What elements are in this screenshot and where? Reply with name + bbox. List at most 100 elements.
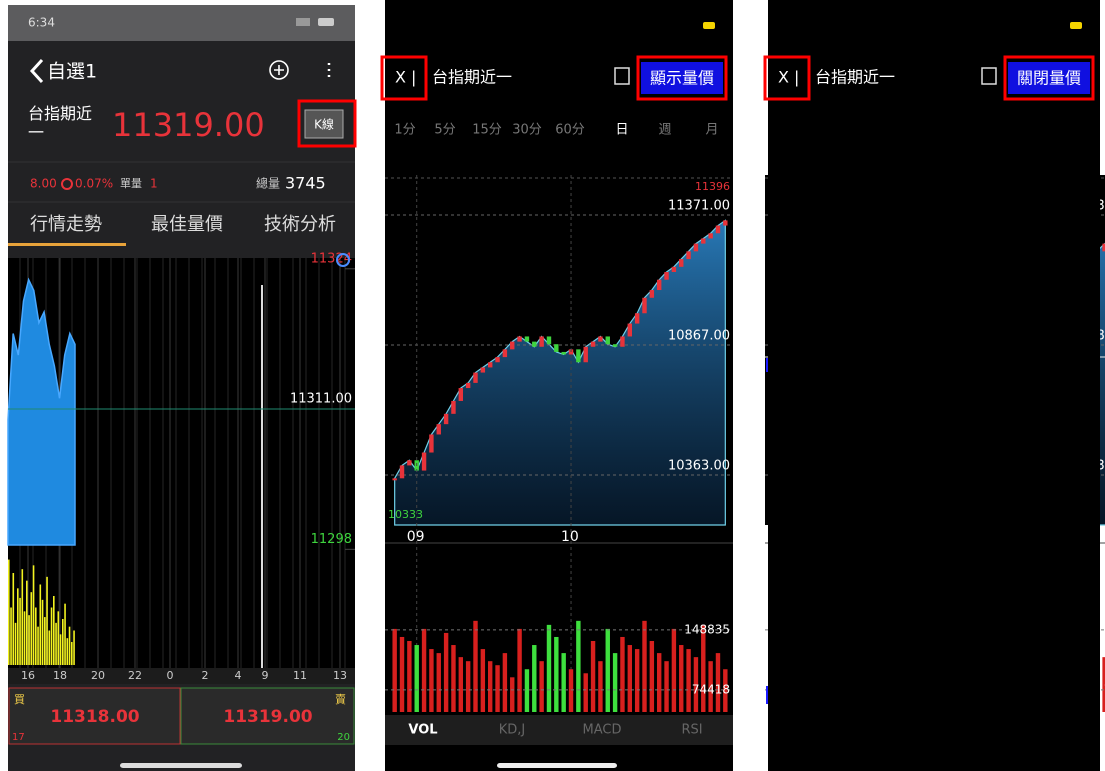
volume-bar [66,638,69,665]
battery-icon [703,22,715,29]
volume-bar [502,653,508,712]
highlight-box [763,55,811,101]
tab[interactable]: 最佳量價 [151,214,223,235]
highlight-box [1003,55,1095,101]
volume-bar [37,626,39,665]
volume-bar [32,565,35,665]
period-tab[interactable]: 1分 [394,123,415,138]
kline-button-label[interactable]: K線 [314,117,334,132]
candle-body [701,238,706,244]
volume-bar [53,596,55,665]
period-tab[interactable]: 15分 [472,123,502,138]
y-tick-label: 10867.00 [668,328,730,343]
x-tick-label: 16 [21,669,35,682]
candle-body [627,323,633,337]
volume-bar [583,673,588,712]
x-tick-label: 18 [53,669,67,682]
candle-body [649,290,655,298]
volume-bar [44,617,46,665]
highlight-box [636,55,728,101]
indicator-tab[interactable]: VOL [408,723,437,738]
candle-body [605,336,610,345]
period-tab[interactable]: 5分 [434,123,455,138]
tick-volume-label: 單量 [120,177,142,190]
home-indicator [120,763,242,768]
volume-tick-label: 148835 [1096,622,1105,636]
tab[interactable]: 行情走勢 [30,214,102,235]
candle-body [546,336,552,345]
period-tab[interactable]: 30分 [512,123,542,138]
candle-body [465,382,471,389]
bid-box[interactable] [8,687,181,745]
candle-body [495,357,500,363]
candle-body [634,313,640,324]
toggle-button[interactable] [641,62,723,94]
signal-icon [296,18,310,26]
volume-bar [19,597,21,665]
volume-bar [62,619,64,665]
close-button[interactable]: X | [778,68,799,87]
back-chevron[interactable] [29,58,44,84]
indicator-tab[interactable]: KD,J [499,723,526,738]
close-button[interactable]: X | [395,68,416,87]
candle-body [656,279,662,291]
volume-bar [451,645,456,712]
volume-bar [656,653,662,712]
kline-button[interactable] [304,109,344,139]
quote-price: 11319.00 [112,106,265,144]
candle-body [487,362,493,368]
toggle-button[interactable] [1008,62,1090,94]
toggle-label[interactable]: 關閉量價 [1017,69,1081,88]
toggle-label[interactable]: 顯示量價 [650,69,714,88]
volume-bar [59,634,62,665]
volume-bar [532,645,537,712]
volume-bar [8,559,10,665]
add-icon[interactable] [269,60,289,80]
x-tick-label: 22 [128,669,142,682]
period-tab[interactable]: 週 [658,123,671,138]
settings-icon [981,67,997,85]
volume-bar [1102,657,1105,712]
tab[interactable]: 技術分析 [264,214,336,235]
volume-bar [26,580,28,665]
volume-bar [708,661,713,712]
volume-bar [487,661,493,712]
volume-bar [421,628,427,712]
battery-icon [1070,22,1082,29]
home-indicator [497,763,617,768]
candle-body [583,346,588,363]
volume-bar [55,622,57,665]
x-tick-label: 9 [262,669,269,682]
period-tab[interactable]: 60分 [555,123,585,138]
candle-body [561,351,566,355]
period-tab[interactable]: 月 [705,123,718,138]
candle-body [723,220,728,226]
candle-body [612,344,618,347]
volume-bar [473,620,478,712]
period-tab[interactable]: 日 [615,123,628,138]
bottom-tab-bar [385,715,733,745]
volume-bar [41,599,44,665]
x-tick-label: 13 [333,669,347,682]
high-label: 11396 [695,180,730,193]
volume-bar [414,645,419,712]
x-tick-label: 4 [235,669,242,682]
ask-box[interactable] [180,687,355,745]
candle-body [715,225,721,234]
x-tick-label: 10 [561,529,579,545]
volume-bar [546,624,552,712]
indicator-tab[interactable]: MACD [583,723,622,738]
x-tick-label: 20 [91,669,105,682]
candle-body [451,400,456,414]
volume-bar [28,615,30,665]
nav-title[interactable]: 自選1 [47,61,97,83]
volume-bar [634,649,640,712]
volume-bar [664,661,669,712]
indicator-tab[interactable]: RSI [681,723,702,738]
volume-bar [64,603,66,665]
volume-bar [429,649,434,712]
volume-bar [539,661,544,712]
volume-bar [21,569,24,665]
candle-body [532,341,537,347]
